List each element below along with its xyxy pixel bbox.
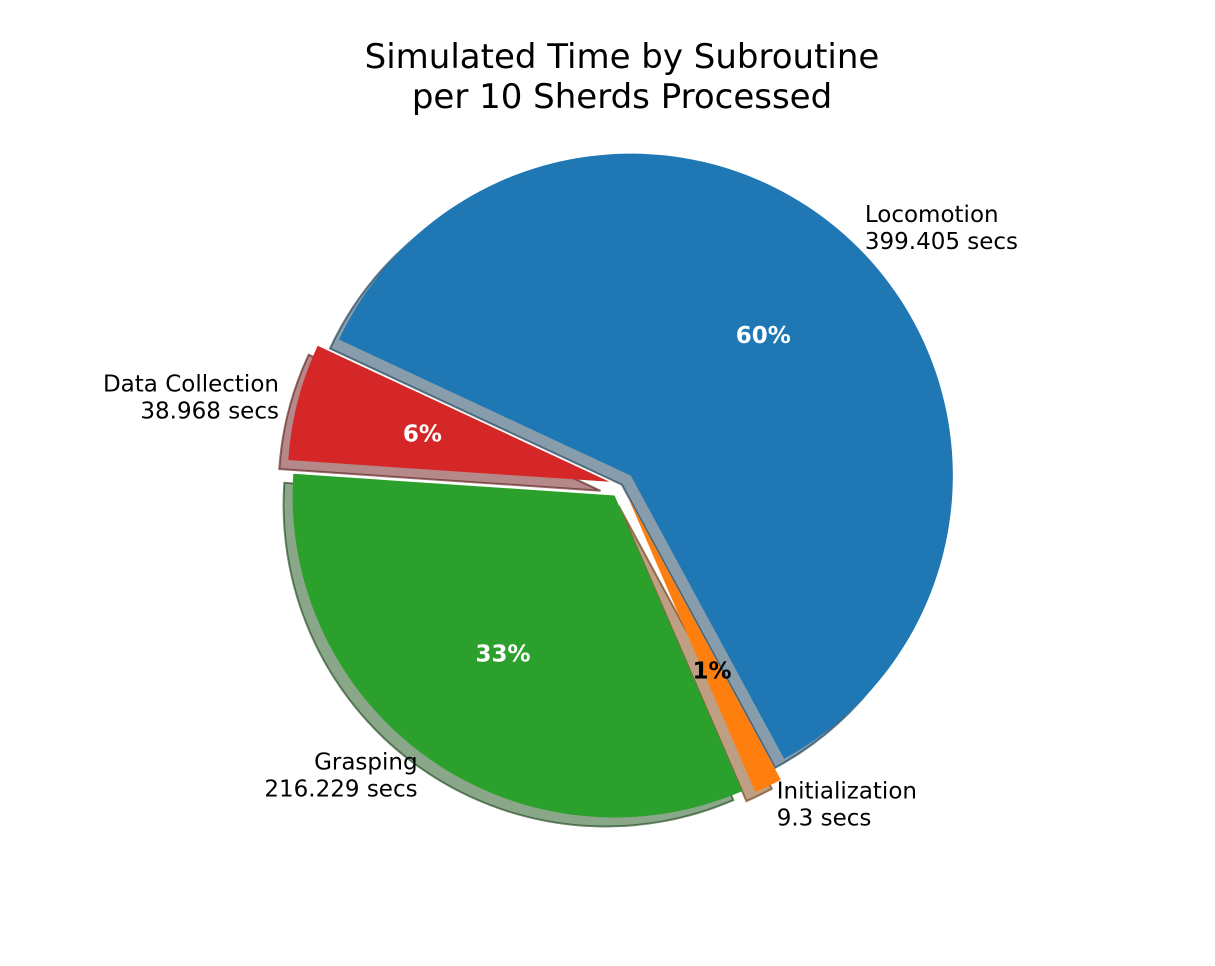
slice-pct-locomotion: 60% <box>736 323 791 349</box>
slice-label-data-collection: Data Collection 38.968 secs <box>103 372 279 425</box>
slice-name-initialization: Initialization <box>777 779 917 805</box>
percent-labels: 60% 1% 33% 6% <box>403 323 791 684</box>
slice-pct-grasping: 33% <box>476 641 531 667</box>
slice-name-grasping: Grasping <box>314 749 418 775</box>
pie-slices <box>288 153 953 818</box>
slice-label-locomotion: Locomotion 399.405 secs <box>865 202 1018 255</box>
slice-grasping <box>292 473 743 818</box>
chart-title-line-2: per 10 Sherds Processed <box>412 77 832 117</box>
slice-value-grasping: 216.229 secs <box>264 776 417 802</box>
slice-locomotion <box>339 153 953 759</box>
slice-label-grasping: Grasping 216.229 secs <box>264 749 417 802</box>
slice-pct-data-collection: 6% <box>403 422 442 448</box>
slice-pct-initialization: 1% <box>692 658 731 684</box>
slice-value-locomotion: 399.405 secs <box>865 229 1018 255</box>
slice-initialization <box>627 496 781 793</box>
slice-value-data-collection: 38.968 secs <box>140 399 279 425</box>
slice-name-locomotion: Locomotion <box>865 202 999 228</box>
slice-label-initialization: Initialization 9.3 secs <box>777 779 917 832</box>
chart-title-line-1: Simulated Time by Subroutine <box>365 37 880 77</box>
slice-name-data-collection: Data Collection <box>103 372 279 398</box>
slice-labels: Locomotion 399.405 secs Initialization 9.3 … <box>103 202 1018 831</box>
slice-value-initialization: 9.3 secs <box>777 806 872 832</box>
slice-data-collection <box>288 345 610 482</box>
